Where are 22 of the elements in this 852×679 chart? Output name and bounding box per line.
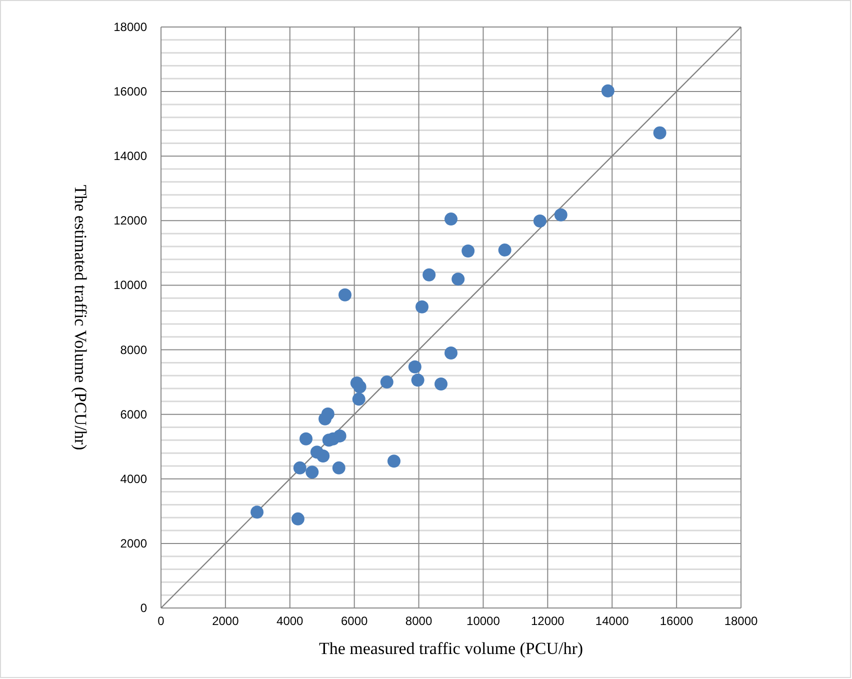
y-axis-title: The estimated traffic Volume (PCU/hr)	[71, 184, 90, 450]
x-tick-label: 6000	[340, 614, 368, 628]
y-tick-label: 4000	[120, 472, 148, 486]
y-tick-label: 6000	[120, 407, 148, 422]
y-tick-label: 10000	[114, 278, 148, 292]
y-tick-label: 16000	[114, 84, 148, 99]
y-tick-label: 14000	[114, 149, 148, 164]
x-tick-label: 14000	[595, 614, 630, 628]
y-tick-label: 2000	[120, 536, 148, 550]
y-tick-label: 12000	[114, 214, 148, 228]
y-tick-label: 18000	[114, 20, 148, 34]
x-tick-label: 18000	[724, 614, 758, 628]
x-axis-title: The measured traffic volume (PCU/hr)	[318, 639, 584, 658]
y-tick-label: 8000	[120, 342, 148, 357]
x-tick-label: 10000	[466, 614, 500, 628]
x-tick-label: 0	[158, 614, 165, 628]
x-tick-label: 4000	[276, 614, 304, 628]
x-tick-label: 12000	[530, 614, 565, 628]
x-tick-label: 2000	[212, 614, 240, 628]
x-tick-label: 8000	[405, 614, 432, 628]
y-tick-label: 0	[140, 601, 148, 615]
x-tick-label: 16000	[660, 614, 694, 628]
